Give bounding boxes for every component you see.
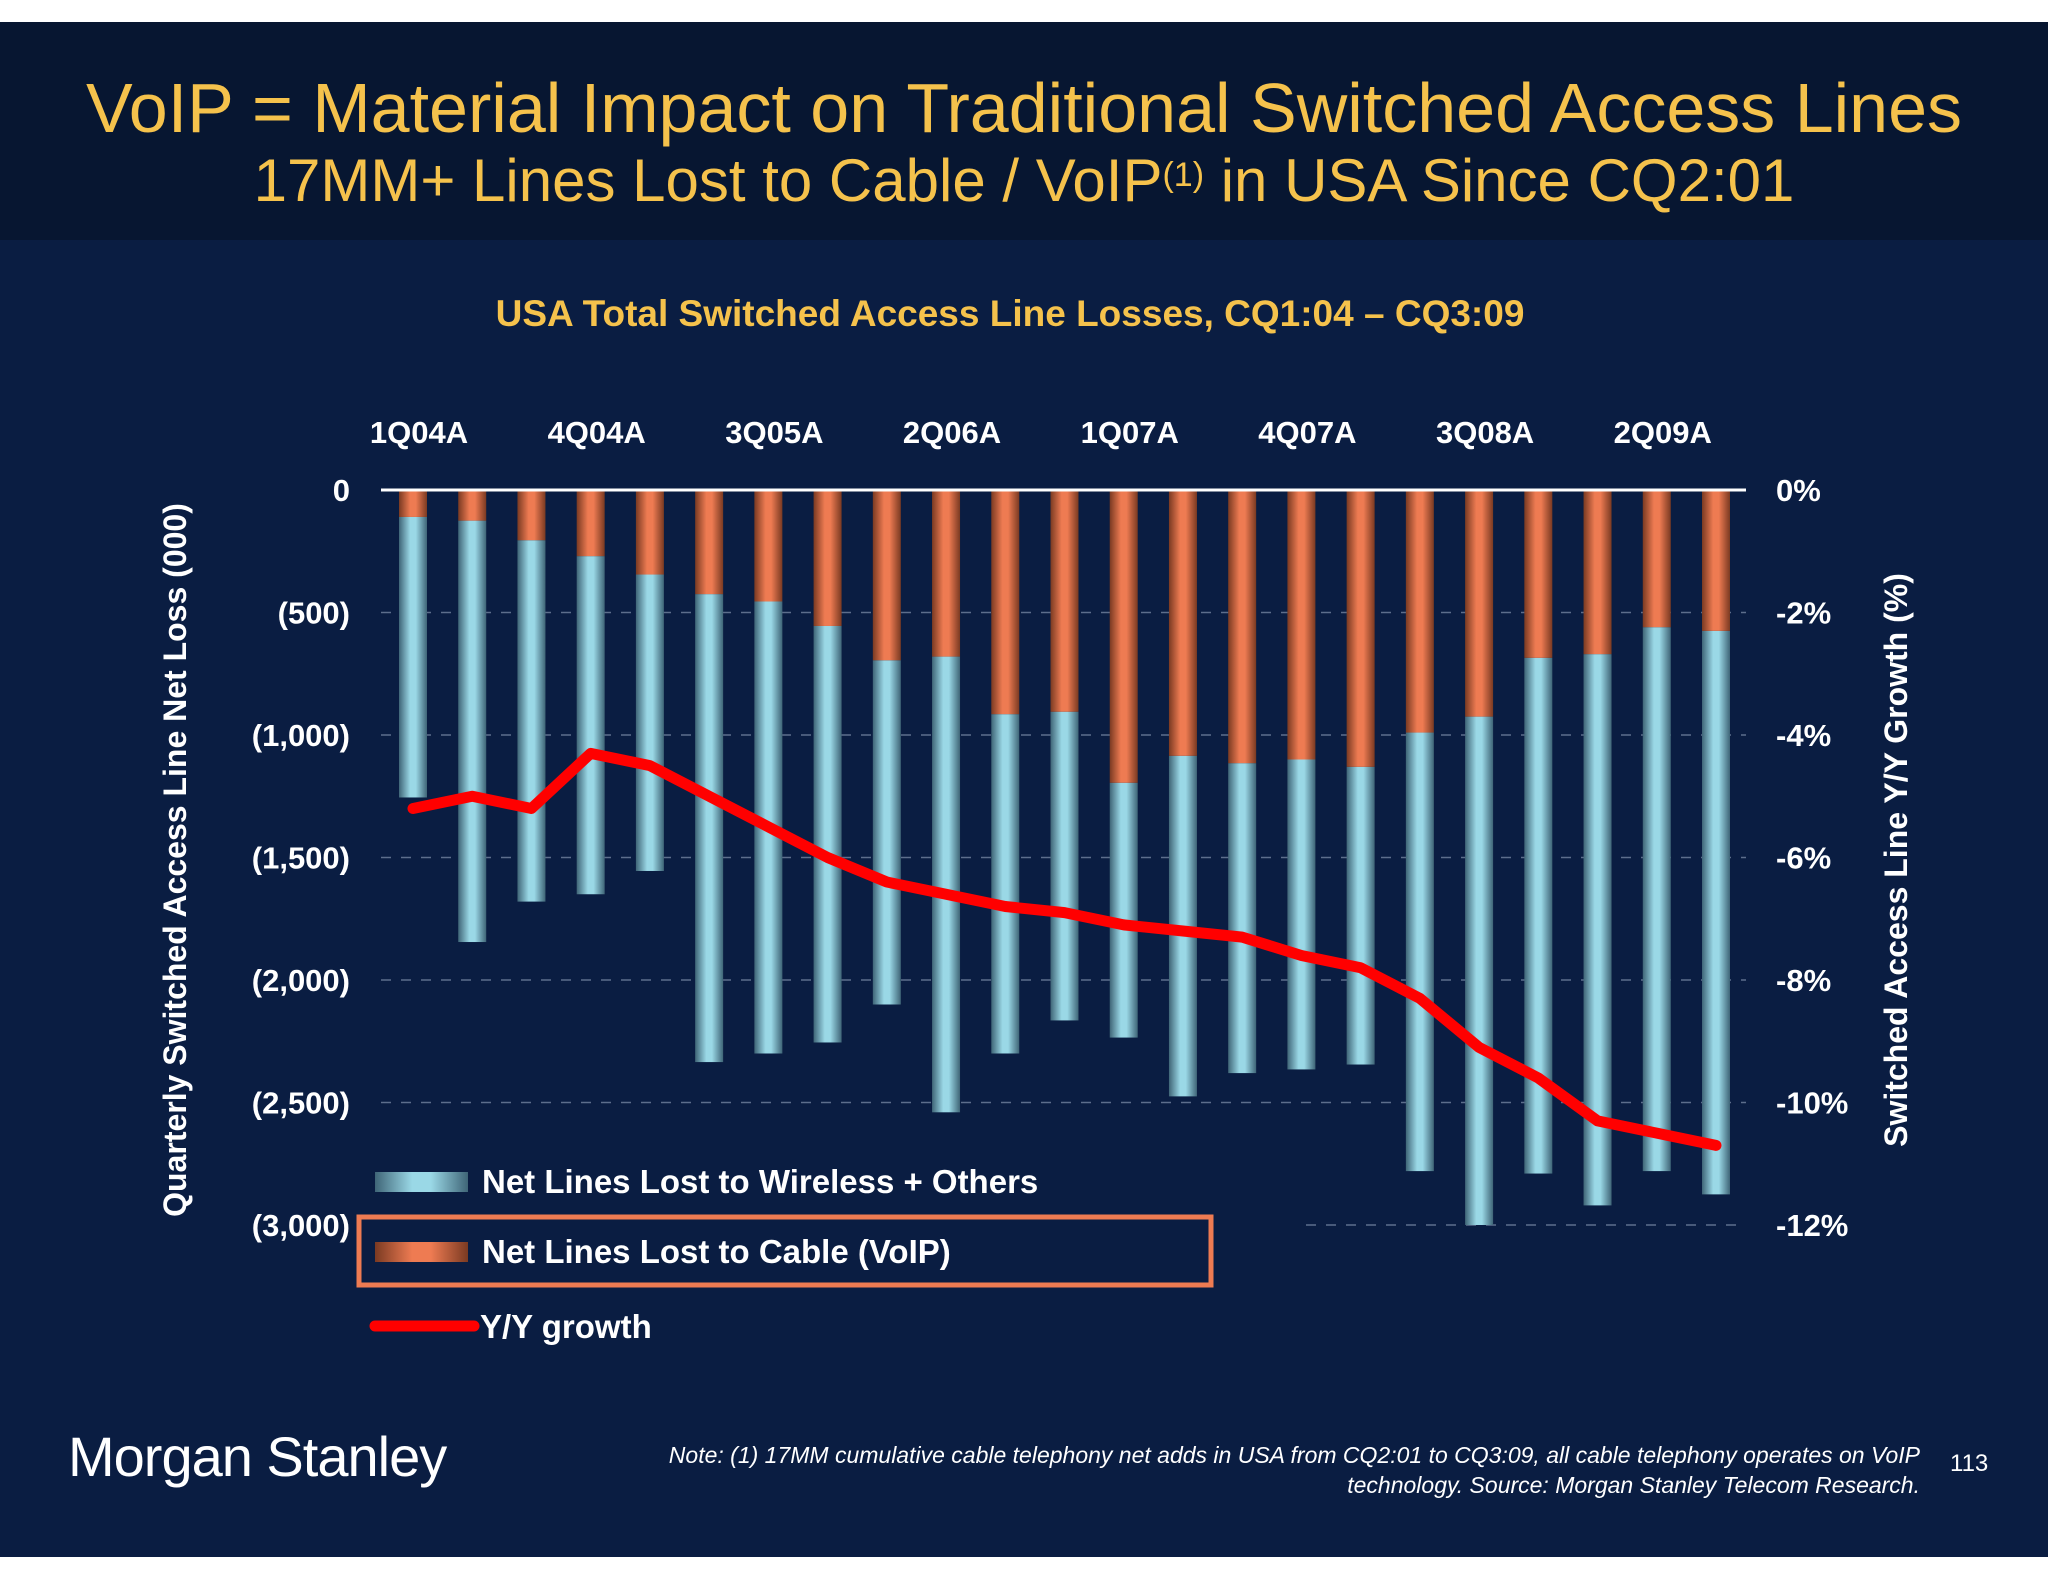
bar-wireless-1Q06A	[872, 660, 901, 1005]
bar-wireless-2Q05A	[695, 594, 724, 1063]
page-number: 113	[1950, 1450, 1989, 1477]
morgan-stanley-logo: Morgan Stanley	[68, 1425, 447, 1488]
bar-wireless-4Q07A	[1287, 759, 1316, 1070]
bar-cable-1Q04A	[399, 490, 427, 517]
bar-cable-1Q08A	[1346, 490, 1375, 767]
bar-wireless-3Q09A	[1702, 630, 1730, 1195]
footnote-line-1: Note: (1) 17MM cumulative cable telephon…	[668, 1442, 1920, 1468]
bar-wireless-2Q09A	[1642, 627, 1671, 1172]
bar-cable-4Q05A	[813, 490, 842, 626]
yy-growth-line	[407, 747, 1722, 1151]
right-tick-label: -4%	[1776, 718, 1831, 753]
bar-cable-1Q05A	[635, 490, 664, 575]
right-tick-label: -10%	[1776, 1086, 1848, 1121]
bar-cable-3Q09A	[1702, 490, 1730, 631]
category-label: 1Q04A	[370, 415, 468, 450]
right-tick-label: 0%	[1776, 473, 1821, 508]
bar-wireless-3Q06A	[991, 714, 1020, 1054]
bar-cable-1Q06A	[872, 490, 901, 661]
left-tick-label: (1,500)	[252, 841, 350, 876]
right-tick-label: -12%	[1776, 1208, 1848, 1243]
right-axis-ticks: 0% -2% -4% -6% -8% -10% -12%	[1776, 473, 1848, 1243]
bar-cable-2Q04A	[458, 490, 487, 521]
bar-wireless-4Q05A	[813, 625, 842, 1043]
category-label: 4Q04A	[548, 415, 646, 450]
bar-wireless-4Q04A	[576, 556, 605, 895]
chart-title: USA Total Switched Access Line Losses, C…	[496, 293, 1525, 334]
bar-wireless-2Q06A	[932, 656, 961, 1113]
left-axis-title: Quarterly Switched Access Line Net Loss …	[157, 503, 193, 1217]
bar-wireless-4Q06A	[1050, 711, 1079, 1021]
bar-wireless-4Q08A	[1524, 657, 1553, 1174]
category-label: 4Q07A	[1258, 415, 1356, 450]
left-tick-label: (3,000)	[252, 1208, 350, 1243]
legend: Net Lines Lost to Wireless + Others Net …	[356, 1163, 1214, 1345]
bar-wireless-2Q04A	[458, 520, 487, 943]
category-label: 1Q07A	[1081, 415, 1179, 450]
legend-label-wireless: Net Lines Lost to Wireless + Others	[482, 1163, 1038, 1200]
left-axis-ticks: 0 (500) (1,000) (1,500) (2,000) (2,500) (3,000…	[252, 473, 350, 1243]
right-tick-label: -2%	[1776, 596, 1831, 631]
bar-cable-2Q09A	[1642, 490, 1671, 628]
bar-cable-3Q05A	[754, 490, 783, 602]
bar-cable-2Q05A	[695, 490, 724, 595]
category-label: 3Q08A	[1436, 415, 1534, 450]
bar-wireless-3Q04A	[517, 540, 546, 902]
bar-cable-4Q04A	[576, 490, 605, 557]
bar-cable-4Q07A	[1287, 490, 1316, 760]
left-tick-label: 0	[333, 473, 350, 508]
legend-highlight-box	[356, 1214, 1214, 1288]
header: VoIP = Material Impact on Traditional Sw…	[0, 22, 2048, 240]
right-tick-label: -6%	[1776, 841, 1831, 876]
legend-label-yy: Y/Y growth	[480, 1308, 652, 1345]
bar-cable-3Q07A	[1228, 490, 1257, 764]
bar-wireless-3Q07A	[1228, 763, 1257, 1074]
bar-cable-4Q08A	[1524, 490, 1553, 658]
slide-title: VoIP = Material Impact on Traditional Sw…	[85, 69, 1963, 147]
bar-cable-2Q07A	[1168, 490, 1197, 756]
subtitle-text-end: in USA Since CQ2:01	[1204, 147, 1795, 214]
left-tick-label: (2,500)	[252, 1086, 350, 1121]
category-label: 2Q09A	[1614, 415, 1712, 450]
bar-cable-1Q09A	[1583, 490, 1612, 655]
bar-cable-2Q06A	[932, 490, 961, 657]
bar-wireless-1Q05A	[635, 574, 664, 871]
category-label: 3Q05A	[725, 415, 823, 450]
left-tick-label: (1,000)	[252, 718, 350, 753]
bar-cable-3Q08A	[1465, 490, 1494, 717]
bar-wireless-1Q04A	[399, 516, 427, 798]
bar-wireless-1Q07A	[1109, 782, 1138, 1038]
footnote: Note: (1) 17MM cumulative cable telephon…	[420, 1440, 1920, 1500]
bar-cable-3Q04A	[517, 490, 546, 541]
legend-swatch-cable	[375, 1242, 468, 1262]
bar-cable-2Q08A	[1405, 490, 1434, 733]
footnote-line-2: technology. Source: Morgan Stanley Telec…	[1347, 1472, 1920, 1498]
bar-cable-3Q06A	[991, 490, 1020, 715]
left-tick-label: (2,000)	[252, 963, 350, 998]
category-labels: 1Q04A 4Q04A 3Q05A 2Q06A 1Q07A 4Q07A 3Q08A 2Q09A	[370, 415, 1712, 450]
right-axis-title: Switched Access Line Y/Y Growth (%)	[1878, 573, 1914, 1147]
bar-cable-1Q07A	[1109, 490, 1138, 783]
bar-cable-4Q06A	[1050, 490, 1079, 712]
left-tick-label: (500)	[278, 596, 350, 631]
legend-label-cable: Net Lines Lost to Cable (VoIP)	[482, 1233, 951, 1270]
subtitle-text: 17MM+ Lines Lost to Cable / VoIP	[253, 147, 1163, 214]
right-tick-label: -8%	[1776, 963, 1831, 998]
category-label: 2Q06A	[903, 415, 1001, 450]
bar-wireless-1Q08A	[1346, 766, 1375, 1065]
bars	[399, 490, 1730, 1225]
bar-wireless-3Q08A	[1465, 716, 1494, 1225]
footnote-marker: (1)	[1162, 156, 1205, 194]
legend-swatch-wireless	[375, 1172, 468, 1192]
bar-wireless-2Q08A	[1405, 732, 1434, 1172]
slide-subtitle: 17MM+ Lines Lost to Cable / VoIP(1) in U…	[0, 148, 2048, 214]
